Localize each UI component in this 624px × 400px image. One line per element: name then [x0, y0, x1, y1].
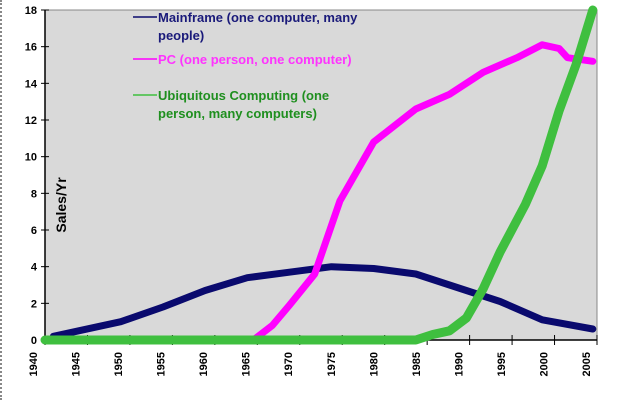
legend-label: Mainframe (one computer, many — [158, 10, 358, 25]
frame-border — [0, 0, 2, 400]
x-tick-label: 1990 — [453, 352, 465, 376]
y-tick-label: 2 — [31, 298, 37, 310]
y-tick-label: 18 — [25, 5, 37, 17]
legend-label: Ubiquitous Computing (one — [158, 88, 329, 103]
x-tick-label: 1985 — [411, 352, 423, 376]
series-line-2 — [40, 5, 598, 345]
x-tick-label: 2005 — [581, 352, 593, 376]
x-tick-label: 1995 — [496, 352, 508, 376]
x-tick-label: 1970 — [283, 352, 295, 376]
legend-label: person, many computers) — [158, 106, 317, 121]
y-axis-label: Sales/Yr — [53, 177, 69, 233]
x-tick-label: 1955 — [156, 352, 168, 376]
x-tick-label: 1975 — [326, 352, 338, 376]
y-tick-label: 0 — [31, 335, 37, 347]
x-tick-label: 1960 — [198, 352, 210, 376]
legend-label: PC (one person, one computer) — [158, 52, 352, 67]
x-tick-label: 1945 — [71, 352, 83, 376]
x-tick-label: 2000 — [538, 352, 550, 376]
y-tick-label: 4 — [31, 262, 38, 274]
y-tick-label: 10 — [25, 152, 37, 164]
series-line-0 — [49, 263, 597, 340]
series-line-1 — [252, 41, 597, 342]
y-tick-label: 16 — [25, 42, 37, 54]
y-tick-label: 14 — [25, 78, 38, 90]
x-tick-label: 1950 — [113, 352, 125, 376]
y-tick-label: 8 — [31, 188, 37, 200]
x-tick-label: 1980 — [368, 352, 380, 376]
y-tick-label: 12 — [25, 115, 37, 127]
legend-label: people) — [158, 28, 204, 43]
x-tick-label: 1965 — [241, 352, 253, 376]
y-tick-label: 6 — [31, 225, 37, 237]
x-tick-label: 1940 — [28, 352, 40, 376]
